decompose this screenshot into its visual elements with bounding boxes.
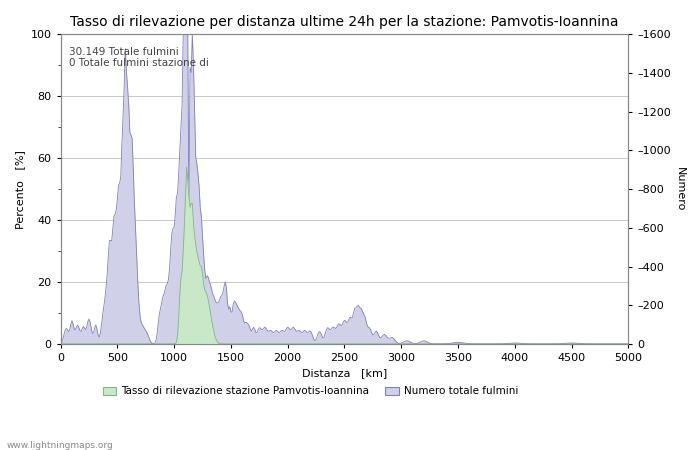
- Legend: Tasso di rilevazione stazione Pamvotis-Ioannina, Numero totale fulmini: Tasso di rilevazione stazione Pamvotis-I…: [99, 382, 522, 400]
- Y-axis label: Percento   [%]: Percento [%]: [15, 150, 25, 229]
- Title: Tasso di rilevazione per distanza ultime 24h per la stazione: Pamvotis-Ioannina: Tasso di rilevazione per distanza ultime…: [70, 15, 619, 29]
- Text: 30.149 Totale fulmini
0 Totale fulmini stazione di: 30.149 Totale fulmini 0 Totale fulmini s…: [69, 47, 209, 68]
- X-axis label: Distanza   [km]: Distanza [km]: [302, 369, 387, 378]
- Text: www.lightningmaps.org: www.lightningmaps.org: [7, 441, 113, 450]
- Y-axis label: Numero: Numero: [675, 167, 685, 211]
